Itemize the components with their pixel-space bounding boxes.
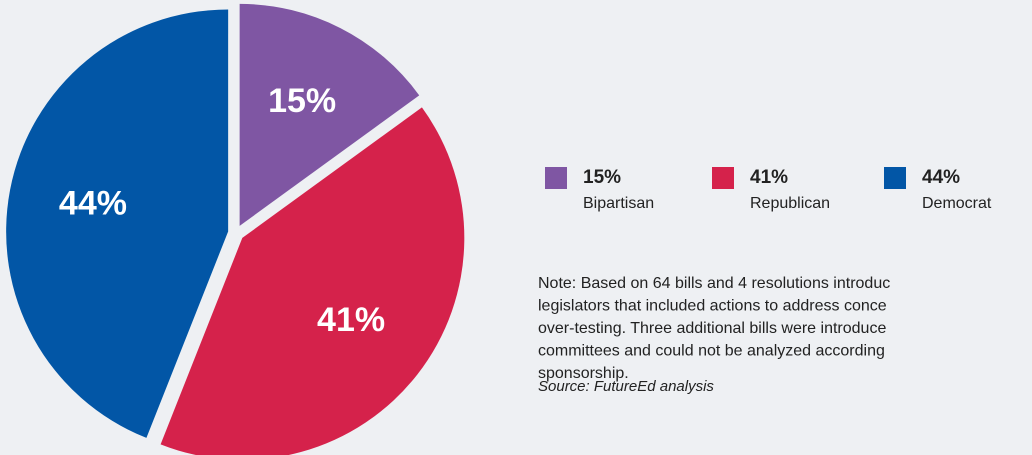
source: Source: FutureEd analysis (538, 378, 714, 395)
pie-slice (6, 9, 229, 438)
legend-swatch (545, 167, 567, 189)
slice-label: 15% (268, 82, 336, 120)
note-line: Note: Based on 64 bills and 4 resolution… (538, 275, 890, 292)
slice-label: 44% (59, 185, 127, 223)
pie-slice (160, 107, 465, 455)
legend-value: 15% (583, 167, 621, 188)
legend-label: Republican (750, 195, 830, 212)
pie-slice (239, 3, 420, 226)
note-line: committees and could not be analyzed acc… (538, 343, 885, 360)
legend-swatch (884, 167, 906, 189)
legend-label: Democrat (922, 195, 992, 212)
legend-swatch (712, 167, 734, 189)
note-line: over-testing. Three additional bills wer… (538, 320, 886, 337)
legend-value: 44% (922, 167, 960, 188)
note-line: sponsorship. (538, 365, 629, 382)
slice-label: 41% (317, 301, 385, 339)
legend-label: Bipartisan (583, 195, 654, 212)
note-line: legislators that included actions to add… (538, 298, 887, 315)
legend-value: 41% (750, 167, 788, 188)
